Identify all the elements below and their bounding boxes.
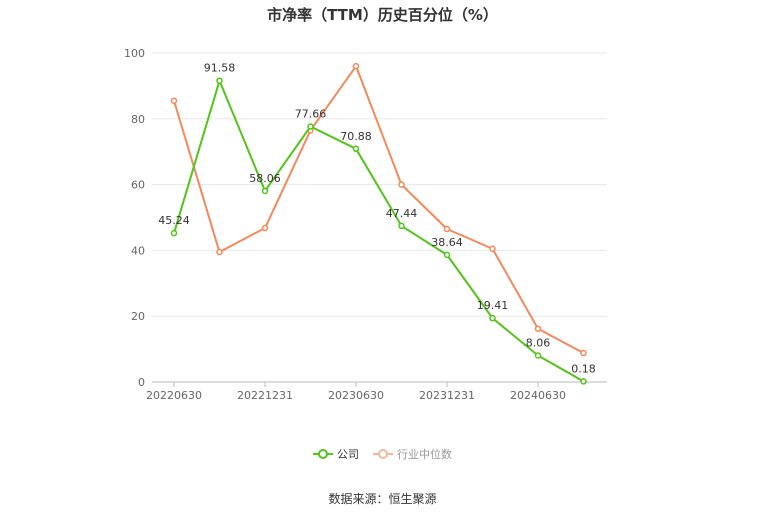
x-tick-label: 20221231: [237, 389, 293, 402]
y-tick-label: 0: [138, 376, 145, 389]
data-point-company: [216, 77, 223, 84]
legend-label-industry-median: 行业中位数: [397, 448, 452, 461]
data-point-company: [534, 352, 542, 359]
data-point-industry-median: [261, 224, 269, 232]
data-label-company: 47.44: [386, 207, 418, 220]
data-label-company: 45.24: [158, 214, 190, 227]
legend-line-icon: [313, 449, 333, 459]
data-point-industry-median: [352, 62, 360, 70]
data-point-company: [170, 229, 178, 237]
data-point-industry-median: [170, 97, 178, 104]
data-label-company: 8.06: [526, 336, 551, 349]
legend-line-icon: [373, 449, 393, 459]
data-point-industry-median: [489, 245, 496, 253]
data-point-company: [398, 222, 405, 230]
data-label-company: 0.18: [571, 362, 596, 375]
x-tick-label: 20240630: [510, 389, 566, 402]
data-point-industry-median: [398, 181, 405, 188]
x-tick-label: 20220630: [146, 389, 202, 402]
data-point-industry-median: [443, 225, 451, 233]
data-point-industry-median: [534, 325, 542, 332]
data-label-company: 38.64: [431, 236, 463, 249]
line-chart: 0 20 40 60 80 100 20220630 20221231 20230630 2023…: [124, 47, 607, 402]
legend: 公司 行业中位数: [0, 446, 765, 462]
data-point-company: [443, 251, 451, 259]
y-tick-label: 60: [131, 179, 145, 192]
legend-label-company: 公司: [337, 448, 359, 461]
y-tick-label: 80: [131, 113, 145, 126]
data-label-company: 19.41: [477, 299, 509, 312]
data-point-industry-median: [216, 248, 223, 256]
data-point-company: [352, 145, 360, 153]
x-tick-label: 20231231: [419, 389, 475, 402]
data-point-company: [580, 378, 587, 385]
y-tick-label: 20: [131, 310, 145, 323]
legend-item-company[interactable]: 公司: [313, 446, 359, 462]
data-point-industry-median: [580, 349, 587, 357]
x-tick-label: 20230630: [328, 389, 384, 402]
data-label-company: 77.66: [295, 107, 327, 120]
legend-item-industry-median[interactable]: 行业中位数: [373, 446, 452, 462]
data-point-company: [261, 187, 269, 195]
y-tick-label: 100: [124, 47, 145, 60]
data-source: 数据来源：恒生聚源: [328, 492, 437, 506]
y-tick-label: 40: [131, 244, 145, 257]
series-line-company: [173, 79, 584, 383]
data-label-company: 58.06: [249, 172, 281, 185]
data-label-company: 91.58: [204, 62, 236, 75]
chart-title: 市净率（TTM）历史百分位（%）: [267, 6, 498, 24]
data-label-company: 70.88: [340, 130, 372, 143]
series-line-industry-median: [173, 65, 584, 354]
data-point-company: [307, 123, 314, 130]
data-point-company: [489, 314, 496, 322]
